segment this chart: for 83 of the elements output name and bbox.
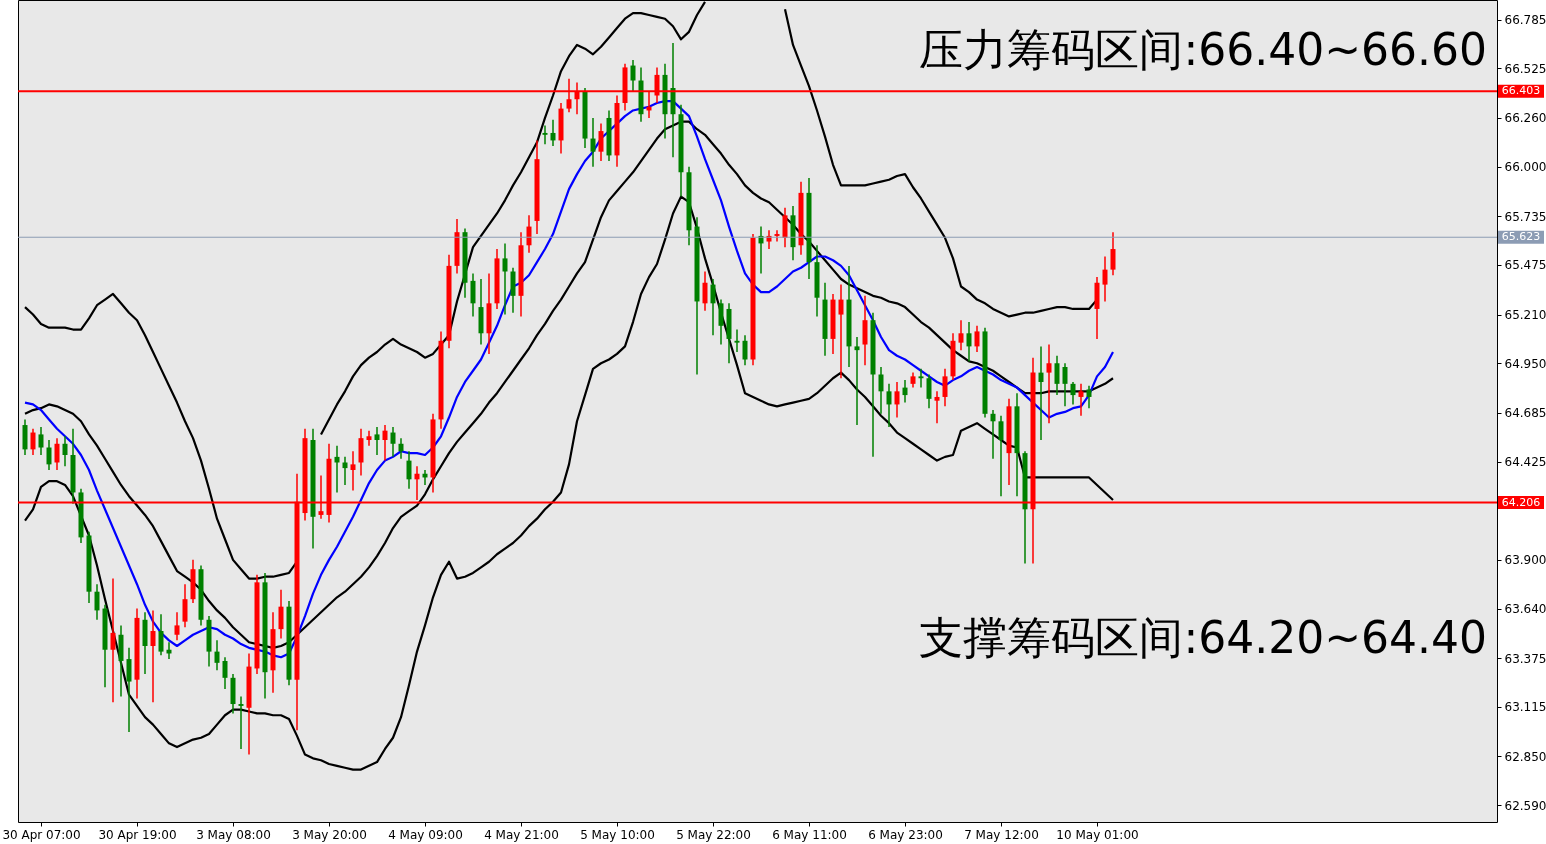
candlestick — [710, 278, 716, 336]
candlestick — [878, 366, 884, 415]
ref-line-label: 65.623 — [1501, 230, 1541, 244]
candlestick — [894, 381, 900, 419]
x-tick-label: 5 May 10:00 — [580, 827, 655, 842]
candlestick — [774, 229, 780, 243]
y-tick-label: 65.210 — [1504, 308, 1546, 323]
candlestick — [854, 336, 860, 426]
candlestick — [734, 328, 740, 353]
candlestick — [974, 325, 980, 353]
candlestick — [278, 589, 284, 640]
y-tick-label: 63.115 — [1504, 700, 1546, 715]
candlestick — [926, 373, 932, 409]
y-tick-label: 63.900 — [1504, 553, 1546, 568]
y-tick-label: 63.375 — [1504, 651, 1546, 666]
candlestick — [718, 298, 724, 346]
annotation: 压力筹码区间:66.40~66.60 — [919, 24, 1487, 75]
annotation: 支撑筹码区间:64.20~64.40 — [919, 612, 1487, 663]
candlestick — [918, 368, 924, 389]
candlestick — [1038, 345, 1044, 441]
candlestick — [182, 583, 188, 629]
candlestick — [1102, 255, 1108, 303]
x-tick-label: 7 May 12:00 — [964, 827, 1039, 842]
candlestick — [990, 409, 996, 460]
x-tick-label: 4 May 09:00 — [388, 827, 463, 842]
candlestick — [110, 577, 116, 703]
y-tick-label: 66.525 — [1504, 61, 1546, 76]
y-tick-label: 64.425 — [1504, 455, 1546, 470]
x-tick-label: 30 Apr 07:00 — [2, 827, 81, 842]
candlestick — [1086, 384, 1092, 409]
candlestick — [1046, 343, 1052, 424]
candlestick — [942, 368, 948, 408]
x-tick-label: 30 Apr 19:00 — [98, 827, 177, 842]
candlestick — [1054, 355, 1060, 396]
candlestick — [934, 390, 940, 424]
candlestick — [38, 426, 44, 456]
y-tick-label: 62.850 — [1504, 749, 1546, 764]
candlestick — [966, 321, 972, 363]
candlestick — [398, 437, 404, 460]
y-tick-label: 62.590 — [1504, 798, 1546, 813]
y-tick-label: 66.785 — [1504, 13, 1546, 28]
candlestick — [958, 319, 964, 351]
candlestick — [222, 656, 228, 690]
candlestick — [886, 383, 892, 428]
ref-line-label: 66.403 — [1501, 84, 1541, 98]
candlestick — [350, 450, 356, 492]
candlestick — [1062, 362, 1068, 408]
candlestick — [238, 695, 244, 750]
candlestick — [902, 379, 908, 404]
ref-line-label: 64.206 — [1501, 495, 1541, 509]
candlestick — [158, 613, 164, 657]
y-tick-label: 66.000 — [1504, 160, 1546, 175]
candlestick — [1078, 383, 1084, 417]
candlestick — [150, 609, 156, 703]
y-tick-label: 64.685 — [1504, 406, 1546, 421]
candlestick — [742, 334, 748, 366]
candlestick — [1110, 231, 1116, 276]
x-tick-label: 10 May 01:00 — [1056, 827, 1139, 842]
y-tick-label: 66.260 — [1504, 111, 1546, 126]
candlestick — [406, 450, 412, 490]
candlestick — [46, 439, 52, 471]
candlestick — [62, 435, 68, 467]
x-tick-label: 3 May 08:00 — [196, 827, 271, 842]
x-tick-label: 4 May 21:00 — [484, 827, 559, 842]
y-tick-label: 65.735 — [1504, 209, 1546, 224]
x-tick-label: 6 May 23:00 — [868, 827, 943, 842]
candlestick — [54, 437, 60, 471]
y-tick-label: 63.640 — [1504, 602, 1546, 617]
candlestick — [94, 583, 100, 621]
x-tick-label: 5 May 22:00 — [676, 827, 751, 842]
candlestick — [214, 639, 220, 672]
candlestick — [30, 428, 36, 456]
candlestick — [390, 426, 396, 458]
y-tick-label: 65.475 — [1504, 258, 1546, 273]
candlestick — [174, 611, 180, 642]
candlestick — [382, 424, 388, 462]
candlestick — [998, 414, 1004, 497]
candlestick — [1070, 381, 1076, 406]
x-tick-label: 6 May 11:00 — [772, 827, 847, 842]
candlestick — [342, 456, 348, 486]
x-tick-label: 3 May 20:00 — [292, 827, 367, 842]
y-tick-label: 64.950 — [1504, 356, 1546, 371]
candlestick — [126, 647, 132, 733]
